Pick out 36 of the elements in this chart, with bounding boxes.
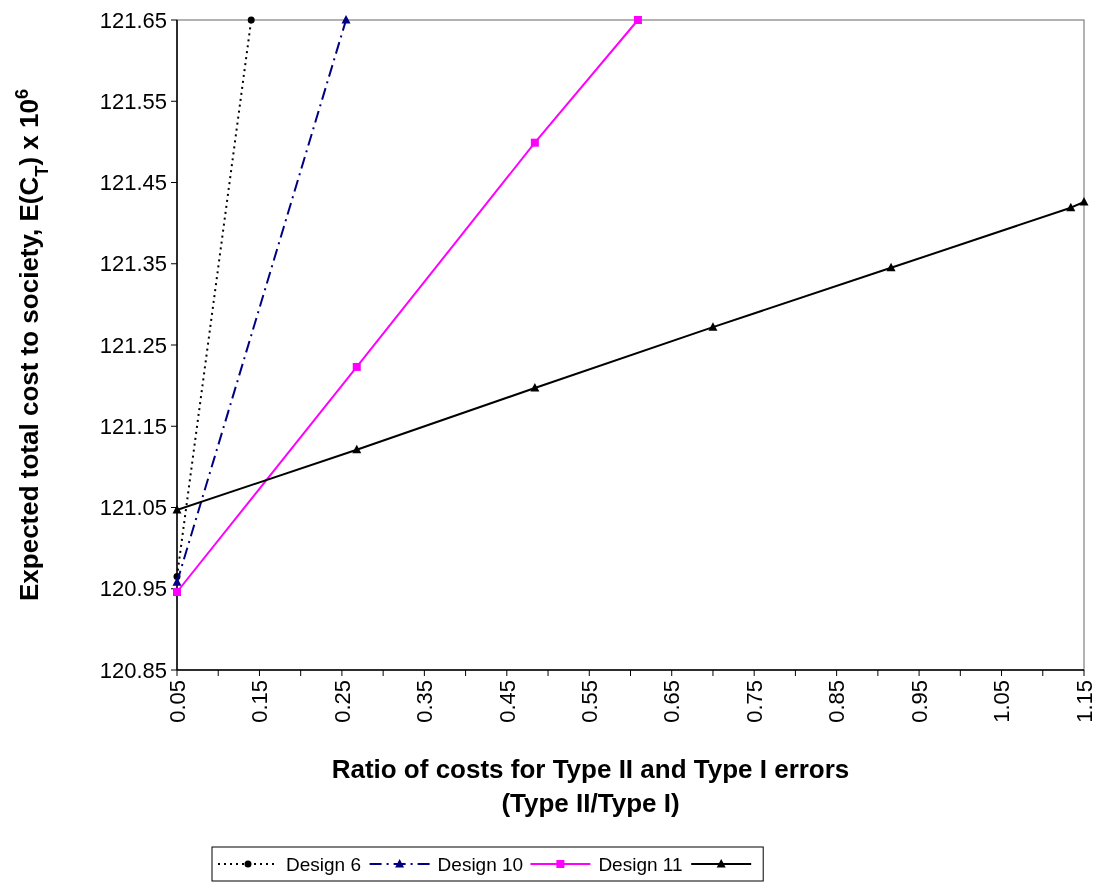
point — [886, 262, 896, 272]
legend-label: Design 6 — [286, 853, 361, 875]
legend-label: Design 10 — [437, 853, 524, 875]
legend-label: Design 11 — [598, 853, 683, 875]
y-tick-label: 121.15 — [99, 413, 167, 439]
point — [1066, 202, 1076, 212]
x-tick-label: 0.45 — [494, 680, 520, 723]
y-tick-label: 121.45 — [99, 170, 167, 196]
y-tick-label: 121.65 — [99, 7, 167, 33]
x-tick-label: 0.65 — [659, 680, 685, 723]
y-tick-label: 121.35 — [99, 251, 167, 277]
x-tick-label: 0.05 — [164, 680, 190, 723]
y-tick-label: 121.55 — [99, 88, 167, 114]
point — [352, 444, 362, 454]
x-tick-label: 0.15 — [247, 680, 273, 723]
point — [530, 383, 540, 392]
x-tick-label: 0.25 — [329, 680, 355, 723]
x-tick-label: 1.15 — [1071, 680, 1097, 723]
point — [247, 16, 255, 24]
point — [633, 16, 642, 24]
y-tick-label: 121.05 — [99, 495, 167, 521]
y-tick-label: 120.85 — [99, 657, 167, 683]
point — [173, 588, 181, 596]
x-tick-label: 0.55 — [576, 680, 602, 723]
x-tick-label: 0.35 — [412, 680, 438, 723]
point — [708, 322, 718, 331]
x-tick-label: 1.05 — [989, 680, 1015, 723]
point — [1079, 197, 1089, 206]
x-axis-title: Ratio of costs for Type II and Type I errors (Type II/Type I) — [331, 754, 850, 818]
y-tick-label: 120.95 — [99, 576, 167, 602]
x-tick-label: 0.85 — [824, 680, 850, 723]
point — [530, 138, 539, 147]
y-tick-label: 121.25 — [99, 332, 167, 358]
point — [352, 362, 361, 371]
x-tick-label: 0.75 — [741, 680, 767, 723]
x-tick-label: 0.95 — [906, 680, 932, 723]
